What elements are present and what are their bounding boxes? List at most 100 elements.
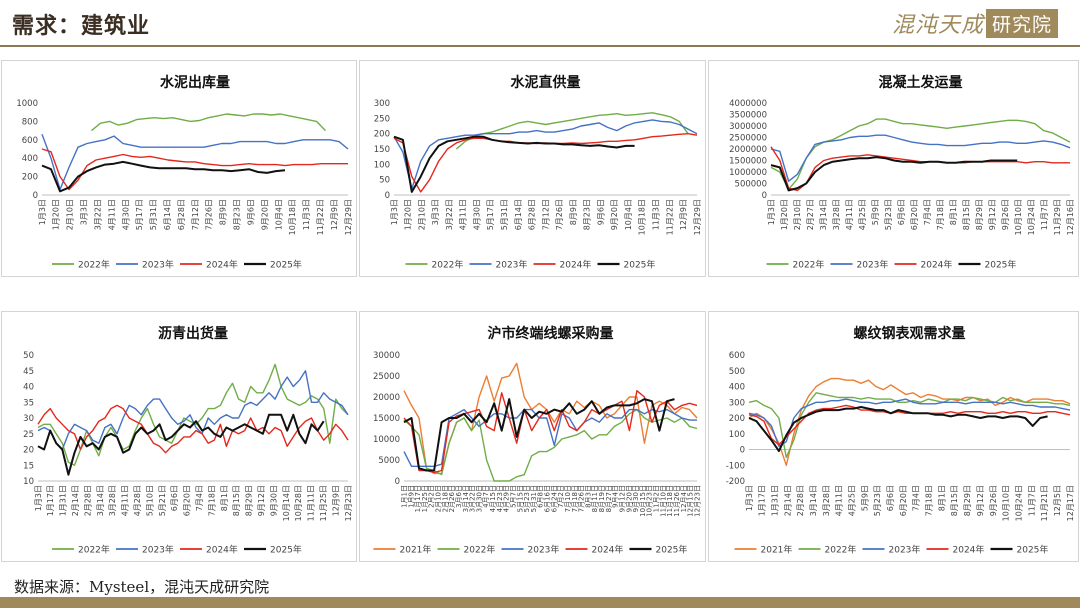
footer-bar [0,597,1080,608]
y-tick-label: 300 [729,398,745,408]
x-tick-label: 7月18日 [571,485,579,512]
legend-label: 2023年 [142,544,174,556]
y-tick-label: 0 [33,191,38,201]
x-tick-label: 4月11日 [845,199,854,230]
y-tick-label: 0 [740,446,745,456]
brand-badge: 研究院 [985,8,1058,38]
legend-label: 2024年 [921,259,953,271]
x-tick-label: 4月23日 [496,485,504,512]
x-tick-label: 9月12日 [618,485,626,512]
x-tick-label: 4月7日 [482,485,490,508]
y-tick-label: 10 [23,477,34,487]
x-tick-label: 1月17日 [46,485,55,516]
x-tick-label: 2月10日 [435,485,443,512]
legend-label: 2024年 [206,544,238,556]
x-tick-label: 3月30日 [475,485,483,512]
series-line-2022年 [455,112,689,150]
x-tick-label: 6月20日 [183,485,192,516]
y-tick-label: 40 [23,383,34,393]
x-tick-label: 4月29日 [503,485,511,512]
x-tick-label: 7月10日 [564,485,572,512]
legend-label: 2022年 [825,544,857,556]
x-tick-label: 7月4日 [912,485,921,511]
series-line-2024年 [403,389,698,474]
x-tick-label: 5月31日 [149,199,158,230]
series-line-2025年 [41,160,286,193]
x-tick-label: 12月23日 [344,485,353,521]
series-line-2024年 [393,132,698,193]
legend-label: 2025年 [270,259,302,271]
x-tick-label: 1月20日 [52,199,61,230]
x-tick-label: 8月1日 [220,485,229,511]
y-tick-label: 600 [729,351,745,361]
x-tick-label: 9月20日 [260,199,269,230]
x-tick-label: 8月3日 [584,485,592,508]
x-tick-label: 12月15日 [687,485,695,517]
series-line-2025年 [770,156,1018,192]
chart-svg: 水泥出库量 0 200 400 600 800 1000 1月3日 1月20日 2月10日 3月3日… [16,74,352,271]
series-line-2022年 [91,113,327,132]
x-tick-label: 5月10日 [145,485,154,516]
x-tick-label: 11月25日 [319,485,328,521]
x-tick-label: 3月3日 [431,199,440,225]
x-tick-label: 5月23日 [873,485,882,516]
x-tick-label: 6月14日 [514,199,523,230]
x-tick-label: 12月29日 [693,199,702,235]
x-tick-label: 1月17日 [414,485,422,512]
x-tick-label: 7月26日 [205,199,214,230]
x-tick-label: 5月31日 [530,485,538,512]
series-line-2022年 [748,392,1071,459]
x-tick-label: 5月23日 [884,199,893,230]
x-tick-label: 5月21日 [158,485,167,516]
x-tick-label: 11月22日 [316,199,325,235]
x-tick-label: 10月10日 [1014,199,1023,235]
x-tick-label: 7月18日 [207,485,216,516]
x-tick-label: 8月15日 [950,485,959,516]
x-tick-label: 3月6日 [455,485,463,508]
series-line-2023年 [770,134,1071,182]
chart-panel-concrete-shipment: 混凝土发运量 0 500000 1000000 1500000 2000000 250000… [708,60,1079,277]
legend-label: 2021年 [761,544,793,556]
y-tick-label: 4000000 [729,99,767,109]
x-tick-label: 11月29日 [1053,199,1062,235]
x-tick-label: 2月10日 [66,199,75,230]
series-line-2023年 [748,398,1071,448]
y-tick-label: 30 [23,414,34,424]
series-line-2022年 [770,118,1071,191]
x-tick-label: 4月25日 [858,199,867,230]
x-tick-label: 4月11日 [835,485,844,516]
y-tick-label: 400 [729,383,745,393]
x-tick-label: 5月9日 [871,199,880,225]
x-tick-label: 5月7日 [509,485,517,508]
x-tick-label: 6月28日 [177,199,186,230]
chart-title: 螺纹钢表观需求量 [854,325,966,342]
x-tick-label: 5月9日 [860,485,869,511]
y-tick-label: 100 [729,430,745,440]
y-tick-label: 3500000 [729,111,767,121]
x-tick-label: 10月24日 [1014,485,1023,521]
x-tick-label: 11月18日 [666,485,674,517]
x-tick-label: 12月9日 [679,199,688,230]
y-tick-label: 0 [385,191,390,201]
x-tick-label: 6月14日 [163,199,172,230]
chart-panel-asphalt-shipment: 沥青出货量 10 15 20 25 30 35 40 45 50 1月3日 1月17日 1月31日 2月1… [1,311,357,562]
x-tick-label: 10月23日 [646,485,654,517]
x-tick-label: 10月24日 [1027,199,1036,235]
legend-label: 2024年 [560,259,592,271]
x-tick-label: 2月26日 [448,485,456,512]
x-tick-label: 11月7日 [1027,485,1036,516]
series-line-2024年 [37,404,349,454]
x-tick-label: 3月14日 [819,199,828,230]
x-tick-label: 8月1日 [937,485,946,511]
x-tick-label: 8月23日 [233,199,242,230]
x-tick-label: 2月18日 [441,485,449,512]
data-source-note: 数据来源：Mysteel，混沌天成研究院 [14,578,270,596]
y-tick-label: 2000000 [729,145,767,155]
x-tick-label: 7月18日 [925,485,934,516]
y-tick-label: 0 [762,191,767,201]
x-tick-label: 8月29日 [963,485,972,516]
legend-label: 2024年 [953,544,985,556]
x-tick-label: 8月11日 [591,485,599,512]
y-tick-label: -100 [726,461,745,471]
y-tick-label: 150 [374,145,390,155]
